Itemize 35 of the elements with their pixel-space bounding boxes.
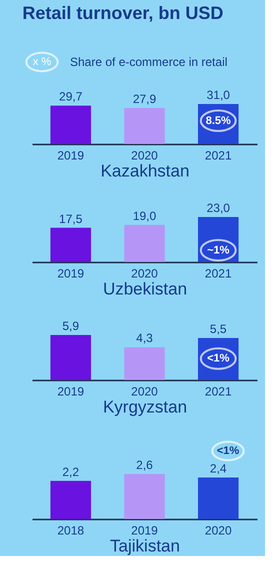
data-label: 2,2 (62, 464, 80, 479)
x-tick-label: 2021 (204, 266, 232, 280)
data-label: 29,7 (59, 90, 83, 104)
data-label: 23,0 (206, 201, 230, 215)
data-label: 5,9 (62, 319, 80, 333)
data-label: 17,5 (59, 212, 83, 226)
text: <1% (216, 445, 240, 457)
data-label: 2,6 (136, 458, 154, 472)
x-tick-label: 2019 (57, 384, 84, 398)
data-label: 27,9 (132, 92, 156, 106)
x-tick-label: 2020 (131, 266, 158, 280)
x-tick-label: 2020 (204, 524, 232, 538)
x-tick-label: 2021 (204, 148, 232, 162)
text: x % (32, 56, 52, 68)
annotation: 8.5% (206, 114, 232, 127)
annotation: <1% (207, 352, 230, 365)
x-axis-title: Kazakhstan (100, 162, 190, 180)
data-label: 31,0 (206, 88, 230, 102)
data-label: 4,3 (136, 331, 154, 346)
annotation: ~1% (207, 244, 230, 256)
data-label: 5,5 (210, 322, 227, 336)
x-axis-title: Uzbekistan (102, 280, 188, 298)
text: Share of e-commerce in retail (70, 55, 228, 69)
x-tick-label: 2019 (131, 524, 158, 538)
data-label: 2,4 (210, 461, 227, 476)
x-axis-title: Kyrgyzstan (102, 398, 188, 416)
x-tick-label: 2019 (57, 266, 84, 280)
chart-title: Retail turnover, bn USD (22, 2, 224, 23)
x-tick-label: 2020 (131, 384, 158, 398)
data-label: 19,0 (132, 208, 156, 223)
x-tick-label: 2021 (204, 384, 232, 398)
x-tick-label: 2020 (131, 148, 158, 162)
x-axis-title: Tajikistan (110, 536, 180, 556)
x-tick-label: 2019 (57, 148, 84, 162)
x-tick-label: 2018 (57, 524, 84, 538)
